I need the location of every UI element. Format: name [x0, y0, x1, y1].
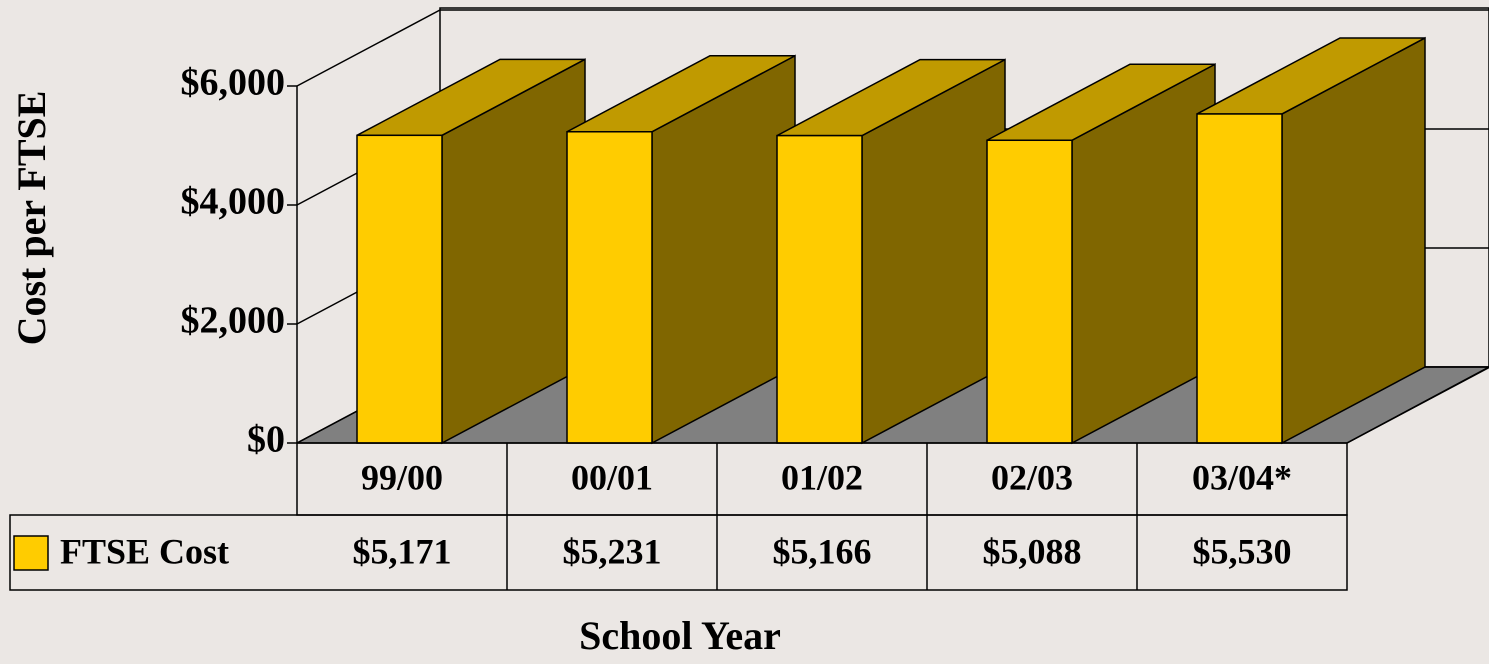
bar [356, 134, 443, 444]
x-axis-title: School Year [579, 613, 781, 658]
x-tick-label: 99/00 [361, 457, 443, 497]
bar [986, 139, 1073, 444]
bar [1196, 113, 1283, 444]
bar [566, 131, 653, 444]
x-tick-label: 01/02 [781, 457, 863, 497]
table-row [9, 514, 1348, 591]
value-label: $5,231 [563, 531, 662, 571]
x-tick-label: 00/01 [571, 457, 653, 497]
y-tick-label: $2,000 [181, 300, 286, 342]
legend-swatch [13, 535, 49, 571]
x-tick-label: 03/04* [1192, 457, 1292, 497]
floor-back-right [1346, 366, 1489, 444]
y-axis-title: Cost per FTSE [9, 91, 54, 346]
y-tick-label: $4,000 [181, 181, 286, 223]
y-tick-label: $0 [247, 419, 285, 461]
value-label: $5,166 [773, 531, 872, 571]
value-label: $5,171 [353, 531, 452, 571]
value-label: $5,088 [983, 531, 1082, 571]
y-tick-label: $6,000 [181, 62, 286, 104]
value-label: $5,530 [1193, 531, 1292, 571]
x-tick-label: 02/03 [991, 457, 1073, 497]
legend-label: FTSE Cost [60, 531, 229, 571]
bar [776, 134, 863, 444]
grid-line [296, 9, 1489, 87]
